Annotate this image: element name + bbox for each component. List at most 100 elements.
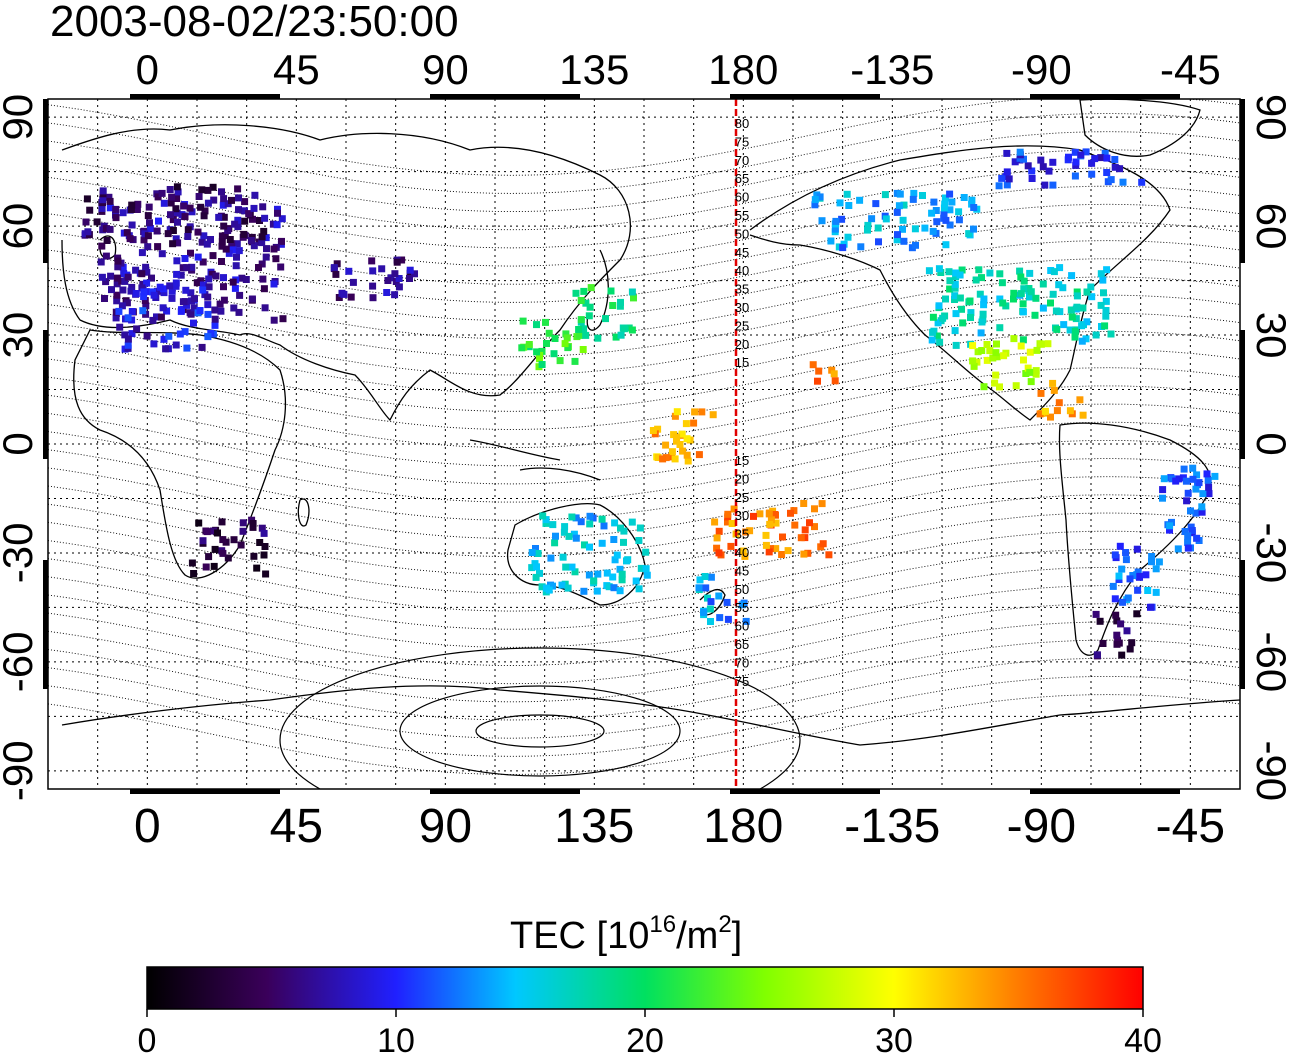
tec-cell <box>1204 476 1212 484</box>
tec-cell <box>765 548 773 556</box>
tec-cell <box>1152 588 1160 596</box>
mlat-contour <box>48 131 1240 213</box>
lat-tick-left: -60 <box>0 632 41 693</box>
tec-cell <box>528 564 536 572</box>
tec-cell <box>211 306 219 314</box>
tec-cell <box>106 225 114 233</box>
tec-cell <box>395 283 403 291</box>
tec-region-alaska-canada <box>811 189 981 252</box>
tec-cell <box>1049 379 1057 387</box>
mlat-contour <box>48 312 1240 394</box>
tec-cell <box>173 257 181 265</box>
tec-cell <box>973 358 981 366</box>
tec-cell <box>229 278 237 286</box>
tec-cell <box>1113 617 1121 625</box>
tec-cell <box>565 532 573 540</box>
tec-cell <box>856 196 864 204</box>
tec-cell <box>570 530 578 538</box>
tec-cell <box>1097 270 1105 278</box>
tec-cell <box>995 182 1003 190</box>
tec-cell <box>766 520 774 528</box>
tec-cell <box>150 291 158 299</box>
tec-cell <box>1053 325 1061 333</box>
tec-cell <box>1166 522 1174 530</box>
tec-cell <box>1099 640 1107 647</box>
tec-cell <box>240 230 248 238</box>
tec-cell <box>590 577 598 585</box>
tec-cell <box>368 257 376 265</box>
tec-cell <box>173 270 181 278</box>
tec-cell <box>1039 163 1047 171</box>
tec-cell <box>153 313 160 321</box>
tec-cell <box>1184 532 1192 540</box>
tec-cell <box>168 193 176 201</box>
lon-tick-top: 45 <box>273 46 320 93</box>
mlat-contour <box>48 258 1240 340</box>
tec-region-pacific-tropic <box>649 408 717 465</box>
tec-cell <box>1107 330 1115 338</box>
frame-bar-top <box>130 94 280 99</box>
tec-cell <box>593 587 601 595</box>
tec-cell <box>932 207 940 214</box>
tec-cell <box>671 412 679 420</box>
mlat-contour <box>48 530 1240 612</box>
tec-cell <box>605 583 613 591</box>
tec-cell <box>198 343 206 351</box>
tec-cell <box>119 209 127 217</box>
tec-cell <box>960 194 968 201</box>
tec-cell <box>683 451 691 459</box>
tec-cell <box>194 253 202 261</box>
tec-cell <box>772 519 780 527</box>
tec-cell <box>1102 297 1110 305</box>
tec-cell <box>742 528 750 536</box>
tec-cell <box>628 518 636 526</box>
tec-cell <box>568 563 576 571</box>
tec-cell <box>1198 508 1206 516</box>
tec-cell <box>700 608 708 616</box>
tec-cell <box>1052 307 1060 315</box>
tec-cell <box>715 592 723 600</box>
tec-cell <box>261 214 269 222</box>
mlat-contour <box>48 149 1240 231</box>
tec-cell <box>203 240 211 248</box>
tec-cell <box>955 216 963 224</box>
tec-cell <box>1126 575 1134 583</box>
tec-cell <box>617 331 625 339</box>
timestamp-title: 2003-08-02/23:50:00 <box>50 0 459 46</box>
tec-cell <box>270 316 278 324</box>
tec-cell <box>518 344 526 352</box>
tec-cell <box>1019 308 1027 316</box>
tec-cell <box>128 201 136 209</box>
tec-cell <box>958 266 966 274</box>
tec-cell <box>1037 389 1045 397</box>
tec-cell <box>181 255 189 262</box>
tec-cell <box>204 293 212 301</box>
tec-cell <box>1003 149 1011 157</box>
tec-cell <box>173 183 181 191</box>
tec-cell <box>169 240 177 248</box>
tec-cell <box>160 289 168 297</box>
tec-cell <box>946 285 954 293</box>
mlat-contour <box>48 113 1240 194</box>
tec-cell <box>99 196 107 204</box>
tec-cell <box>1053 407 1061 415</box>
tec-cell <box>160 335 168 343</box>
tec-cell <box>1205 483 1213 491</box>
tec-cell <box>952 310 960 318</box>
tec-cell <box>146 225 154 232</box>
tec-cell <box>1159 494 1166 502</box>
tec-cell <box>248 295 256 303</box>
tec-cell <box>242 276 250 283</box>
tec-cell <box>632 577 640 585</box>
tec-cell <box>210 196 218 204</box>
tec-cell <box>249 215 256 223</box>
tec-cell <box>999 299 1007 307</box>
tec-cell <box>121 277 129 285</box>
tec-cell <box>1192 509 1200 517</box>
tec-cell <box>762 531 770 539</box>
tec-cell <box>1082 335 1090 343</box>
tec-cell <box>935 265 943 273</box>
tec-cell <box>1123 627 1131 635</box>
tec-cell <box>1065 153 1072 161</box>
mlat-contour <box>48 639 1240 721</box>
